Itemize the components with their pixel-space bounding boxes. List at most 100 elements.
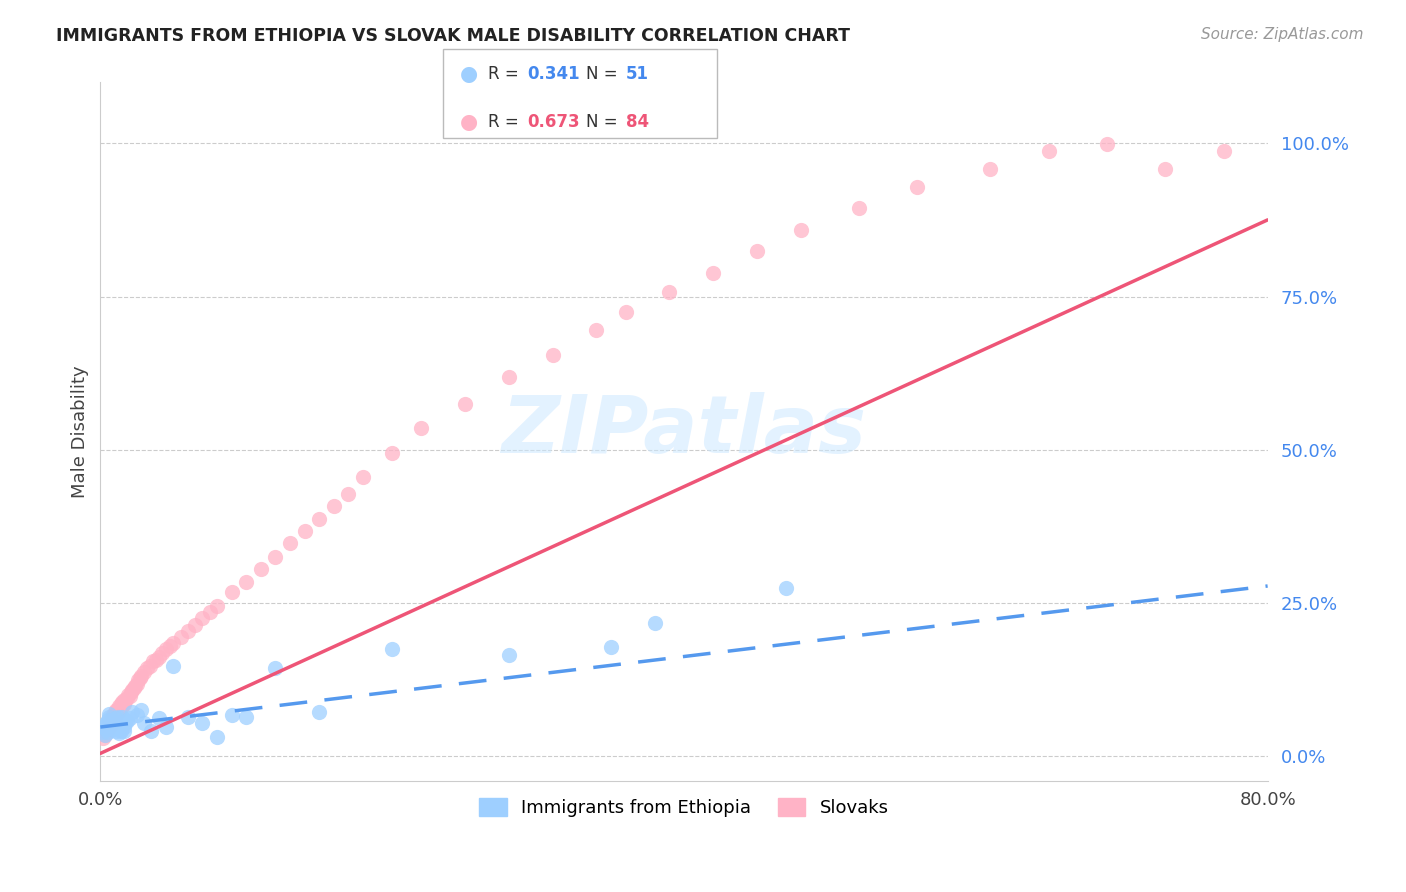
Point: [129, 668, 152, 682]
Point: [105, 711, 128, 725]
Point: [107, 701, 129, 715]
Text: 0.341: 0.341: [527, 65, 579, 83]
Point: [122, 681, 145, 695]
Point: [658, 285, 681, 299]
Point: [110, 700, 132, 714]
Text: N =: N =: [586, 65, 623, 83]
Point: [121, 683, 143, 698]
Point: [134, 715, 156, 730]
Point: [110, 723, 132, 738]
Point: [585, 323, 607, 337]
Text: ZIPatlas: ZIPatlas: [502, 392, 866, 470]
Text: 51: 51: [626, 65, 648, 83]
Point: [98, 706, 121, 721]
Point: [775, 581, 797, 595]
Point: [96, 722, 118, 736]
Point: [105, 703, 128, 717]
Point: [100, 717, 122, 731]
Point: [308, 511, 330, 525]
Point: [112, 723, 135, 738]
Point: [308, 706, 330, 720]
Point: [264, 660, 287, 674]
Point: [221, 585, 243, 599]
Point: [139, 658, 162, 673]
Point: [103, 707, 125, 722]
Point: [93, 728, 115, 742]
Point: [979, 161, 1001, 176]
Text: ●: ●: [460, 64, 478, 84]
Point: [159, 639, 181, 653]
Point: [108, 699, 131, 714]
Point: [381, 642, 404, 657]
Point: [498, 648, 520, 663]
Point: [141, 723, 163, 738]
Point: [100, 714, 122, 728]
Point: [101, 713, 124, 727]
Point: [162, 636, 184, 650]
Point: [97, 719, 120, 733]
Point: [96, 715, 118, 730]
Point: [108, 703, 131, 717]
Point: [117, 688, 139, 702]
Point: [177, 709, 200, 723]
Text: R =: R =: [488, 113, 524, 131]
Point: [110, 698, 132, 712]
Point: [150, 647, 173, 661]
Point: [191, 611, 214, 625]
Point: [111, 699, 134, 714]
Point: [191, 715, 214, 730]
Point: [112, 720, 135, 734]
Point: [125, 677, 148, 691]
Point: [322, 500, 344, 514]
Point: [1095, 137, 1118, 152]
Text: N =: N =: [586, 113, 623, 131]
Point: [644, 615, 666, 630]
Point: [541, 348, 564, 362]
Point: [118, 711, 141, 725]
Point: [114, 694, 136, 708]
Point: [411, 421, 433, 435]
Point: [104, 720, 127, 734]
Point: [103, 715, 125, 730]
Point: [1038, 144, 1060, 158]
Point: [93, 719, 115, 733]
Point: [381, 446, 404, 460]
Point: [789, 223, 811, 237]
Point: [129, 703, 152, 717]
Point: [103, 722, 125, 736]
Point: [108, 726, 131, 740]
Point: [97, 725, 120, 739]
Point: [103, 711, 125, 725]
Point: [148, 650, 170, 665]
Y-axis label: Male Disability: Male Disability: [72, 365, 89, 498]
Point: [105, 706, 128, 721]
Point: [124, 679, 146, 693]
Point: [97, 713, 120, 727]
Point: [105, 723, 128, 738]
Point: [111, 696, 134, 710]
Point: [107, 717, 129, 731]
Point: [142, 654, 165, 668]
Point: [112, 693, 135, 707]
Point: [145, 652, 167, 666]
Point: [120, 685, 142, 699]
Point: [115, 691, 138, 706]
Point: [205, 599, 228, 614]
Point: [104, 706, 127, 720]
Point: [104, 714, 127, 728]
Point: [162, 658, 184, 673]
Point: [127, 673, 149, 687]
Point: [278, 536, 301, 550]
Point: [111, 709, 134, 723]
Point: [100, 720, 122, 734]
Point: [337, 487, 360, 501]
Point: [702, 266, 724, 280]
Point: [104, 709, 127, 723]
Point: [107, 706, 129, 720]
Point: [264, 550, 287, 565]
Point: [155, 720, 177, 734]
Point: [155, 642, 177, 657]
Point: [205, 730, 228, 744]
Point: [97, 722, 120, 736]
Point: [294, 524, 316, 538]
